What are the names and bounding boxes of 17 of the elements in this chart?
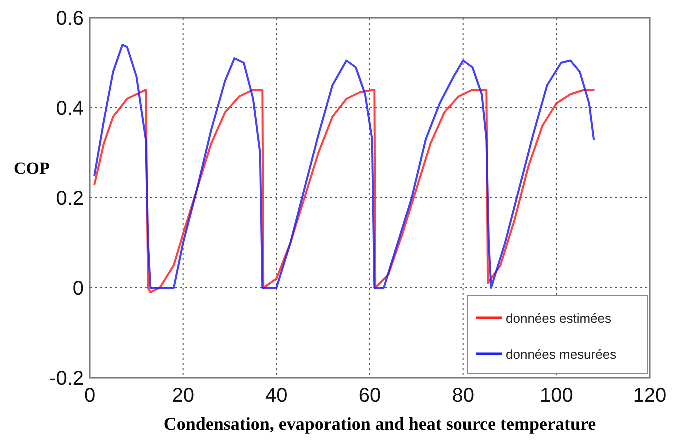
x-axis-title: Condensation, evaporation and heat source temperature <box>164 414 596 434</box>
y-tick-label: 0 <box>72 278 84 300</box>
y-tick-label: -0.2 <box>50 368 84 390</box>
y-tick-label: 0.2 <box>56 188 84 210</box>
x-tick-label: 80 <box>452 385 474 407</box>
legend-label: données estimées <box>506 311 612 326</box>
line-series <box>94 44 595 289</box>
y-tick-label: 0.4 <box>56 98 84 120</box>
line-series <box>94 89 595 294</box>
x-tick-label: 40 <box>266 385 288 407</box>
x-tick-label: 60 <box>358 385 382 407</box>
legend-label: données mesurées <box>506 347 618 362</box>
y-axis-title: COP <box>14 159 50 178</box>
x-tick-label: 100 <box>540 385 574 407</box>
x-tick-label: 20 <box>172 385 194 407</box>
x-tick-label: 120 <box>633 385 667 407</box>
y-tick-label: 0.6 <box>56 8 84 30</box>
